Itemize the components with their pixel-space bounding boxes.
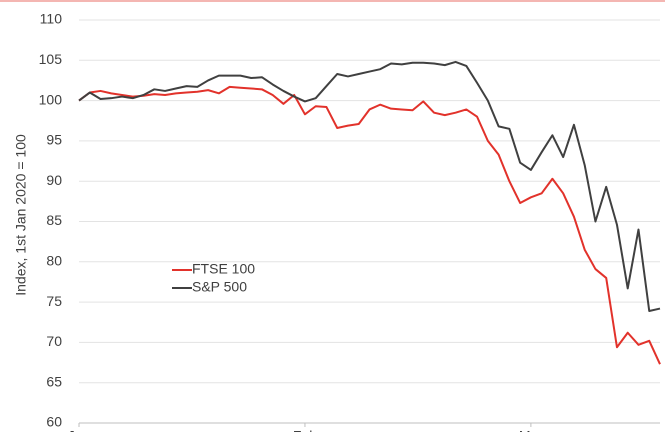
y-tick-label: 95	[46, 132, 62, 148]
y-tick-label: 60	[46, 414, 62, 430]
y-tick-label: 80	[46, 253, 62, 269]
y-tick-label: 110	[40, 11, 63, 27]
legend-label: FTSE 100	[192, 261, 255, 277]
series-line	[78, 85, 661, 365]
y-tick-label: 85	[46, 212, 62, 228]
y-tick-label: 90	[46, 172, 62, 188]
series-line	[78, 60, 661, 312]
x-tick-label: Jan	[68, 428, 91, 432]
y-tick-label: 70	[46, 333, 62, 349]
y-tick-label: 100	[39, 91, 63, 107]
x-tick-label: Mar	[519, 428, 543, 432]
y-tick-label: 65	[46, 373, 62, 389]
y-axis-label: Index, 1st Jan 2020 = 100	[13, 134, 29, 296]
x-tick-label: Feb	[293, 428, 317, 432]
y-tick-label: 75	[46, 293, 62, 309]
legend-label: S&P 500	[192, 279, 247, 295]
y-tick-label: 105	[39, 51, 63, 67]
